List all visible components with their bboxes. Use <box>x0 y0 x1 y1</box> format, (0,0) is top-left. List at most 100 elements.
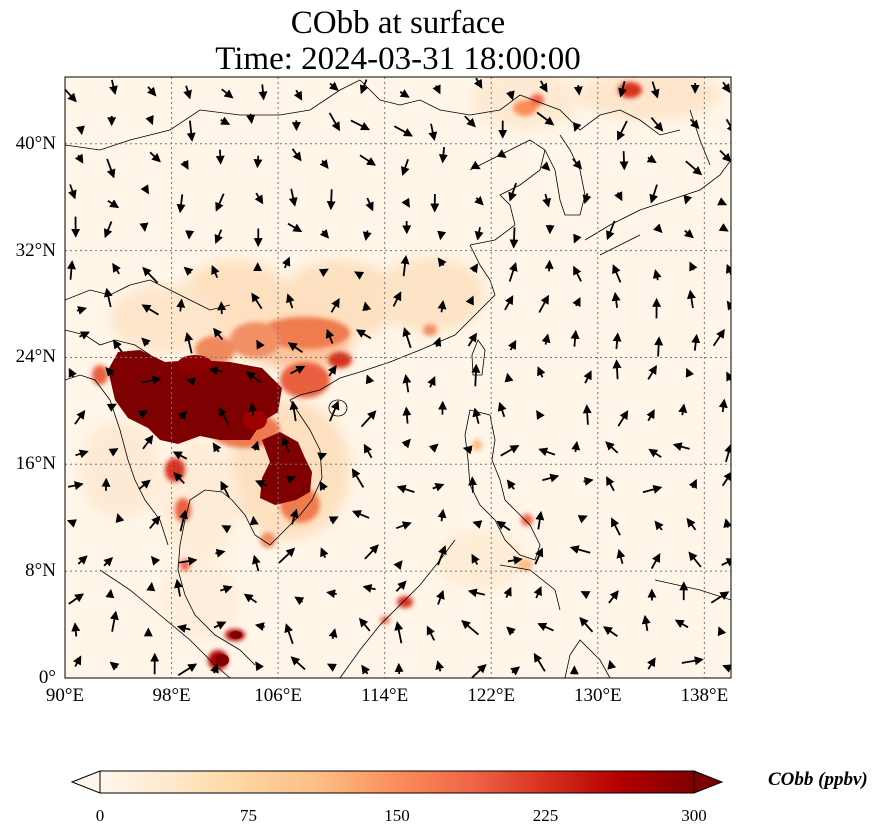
wind-arrow <box>285 475 296 485</box>
wind-arrow <box>541 333 551 345</box>
wind-arrow <box>186 120 196 142</box>
wind-arrow <box>674 619 689 629</box>
wind-arrow <box>256 339 265 350</box>
wind-arrow <box>649 184 658 204</box>
wind-arrow <box>250 440 260 451</box>
wind-arrow <box>109 610 119 632</box>
wind-arrow <box>508 182 517 202</box>
wind-arrow <box>717 626 727 637</box>
wind-arrow <box>510 666 521 676</box>
wind-arrow <box>210 663 219 674</box>
wind-arrow <box>437 230 447 241</box>
wind-arrow <box>611 517 621 536</box>
wind-arrow <box>726 300 731 311</box>
wind-arrow <box>76 125 85 136</box>
wind-arrow <box>290 365 306 375</box>
wind-arrow <box>503 586 512 598</box>
lon-tick-label: 130°E <box>573 685 622 706</box>
wind-arrow <box>215 548 226 558</box>
wind-arrow <box>243 593 258 604</box>
wind-arrow <box>536 111 555 126</box>
wind-arrow <box>183 266 194 277</box>
wind-arrow <box>396 484 415 494</box>
wind-arrow <box>438 147 448 164</box>
wind-arrow <box>185 230 195 240</box>
wind-arrow <box>506 90 515 101</box>
wind-arrow <box>75 449 89 459</box>
wind-arrow <box>718 223 729 232</box>
lon-tick-label: 138°E <box>680 685 729 706</box>
lon-tick-label: 114°E <box>361 685 409 706</box>
wind-arrow <box>506 626 516 636</box>
wind-arrow <box>538 447 556 457</box>
wind-arrow <box>77 555 88 565</box>
wind-arrow <box>718 398 728 413</box>
wind-arrow <box>105 366 115 377</box>
wind-vectors <box>65 77 731 678</box>
wind-arrow <box>533 652 546 672</box>
wind-arrow <box>254 622 265 631</box>
wind-arrow <box>103 287 113 308</box>
wind-arrow <box>108 79 118 96</box>
wind-arrow <box>401 438 411 449</box>
wind-arrow <box>327 365 337 377</box>
wind-arrow <box>572 158 583 170</box>
lat-tick-label: 8°N <box>25 560 56 582</box>
wind-arrow <box>255 480 268 489</box>
wind-arrow <box>351 510 370 519</box>
colorbar-gradient <box>99 770 695 794</box>
wind-arrow <box>618 80 627 98</box>
wind-arrow <box>359 154 377 166</box>
wind-arrow <box>176 194 186 214</box>
wind-arrow <box>253 155 263 169</box>
wind-arrow <box>362 301 372 312</box>
hotspot-layer <box>108 350 312 666</box>
wind-arrow <box>325 328 335 344</box>
wind-arrow <box>474 227 484 241</box>
wind-arrow <box>350 119 371 131</box>
wind-arrow <box>573 233 582 244</box>
wind-arrow <box>535 510 545 530</box>
wind-arrow <box>214 229 223 244</box>
wind-arrow <box>650 81 660 99</box>
wind-arrow <box>258 84 268 101</box>
colorbar <box>70 770 724 794</box>
wind-arrow <box>218 406 230 426</box>
wind-arrow <box>437 257 447 268</box>
wind-arrow <box>326 189 336 211</box>
wind-arrow <box>612 359 622 380</box>
wind-arrow <box>719 149 731 163</box>
wind-arrow <box>106 158 116 179</box>
wind-arrow <box>140 184 150 195</box>
wind-arrow <box>215 149 225 165</box>
wind-arrow <box>691 333 701 351</box>
wind-arrow <box>245 371 262 383</box>
wind-arrow <box>467 588 486 598</box>
lon-tick-label: 122°E <box>467 685 516 706</box>
wind-arrow <box>354 271 365 280</box>
wind-arrow <box>68 367 77 378</box>
wind-arrow <box>255 661 264 672</box>
wind-arrow <box>573 84 583 96</box>
map-time-subtitle: Time: 2024-03-31 18:00:00 <box>215 41 581 77</box>
wind-arrow <box>722 664 731 673</box>
wind-arrow <box>686 289 696 309</box>
wind-arrow <box>79 331 91 340</box>
colorbar-tick-label: 150 <box>384 806 410 825</box>
wind-arrow <box>537 622 554 632</box>
wind-arrow <box>471 363 481 387</box>
wind-arrow <box>319 228 330 239</box>
colorbar-tick-label: 300 <box>681 806 707 825</box>
wind-arrow <box>721 81 731 94</box>
wind-arrow <box>605 441 619 454</box>
wind-arrow <box>432 336 442 348</box>
wind-arrow <box>180 159 189 170</box>
wind-arrow <box>508 261 518 282</box>
wind-arrow <box>507 339 517 351</box>
wind-arrow <box>174 578 183 597</box>
wind-arrow <box>437 508 447 522</box>
wind-arrow <box>606 220 616 241</box>
wind-arrow <box>294 596 305 606</box>
wind-arrow <box>606 476 615 492</box>
